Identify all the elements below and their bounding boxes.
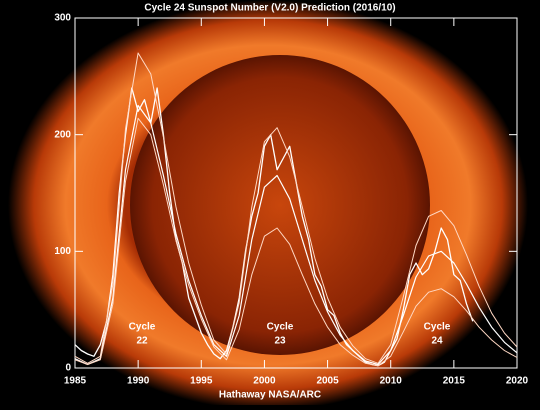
x-tick-label: 2005 [316,376,339,387]
x-tick-label: 2010 [380,376,403,387]
x-axis-label: Hathaway NASA/ARC [219,390,321,401]
cycle-annotation: 23 [274,336,286,347]
series-line [74,87,474,367]
y-tick-label: 200 [54,129,71,140]
sun-disk [130,55,430,355]
x-tick-label: 1990 [127,376,150,387]
cycle-annotation: 22 [136,336,148,347]
series-line [74,117,518,367]
y-tick-label: 300 [54,13,71,24]
x-tick-label: 2020 [506,376,529,387]
cycle-annotation: 24 [431,336,443,347]
cycle-annotation: Cycle [424,322,451,333]
y-tick-label: 0 [65,363,71,374]
x-tick-label: 2000 [253,376,276,387]
cycle-annotation: Cycle [129,322,156,333]
series-line [74,104,518,366]
x-tick-label: 1995 [190,376,213,387]
cycle-annotation: Cycle [267,322,294,333]
series-line [74,52,518,364]
chart-title: Cycle 24 Sunspot Number (V2.0) Predictio… [144,3,395,14]
plot-frame [74,17,518,369]
x-tick-label: 2015 [443,376,466,387]
y-tick-label: 100 [54,246,71,257]
x-tick-label: 1985 [64,376,87,387]
